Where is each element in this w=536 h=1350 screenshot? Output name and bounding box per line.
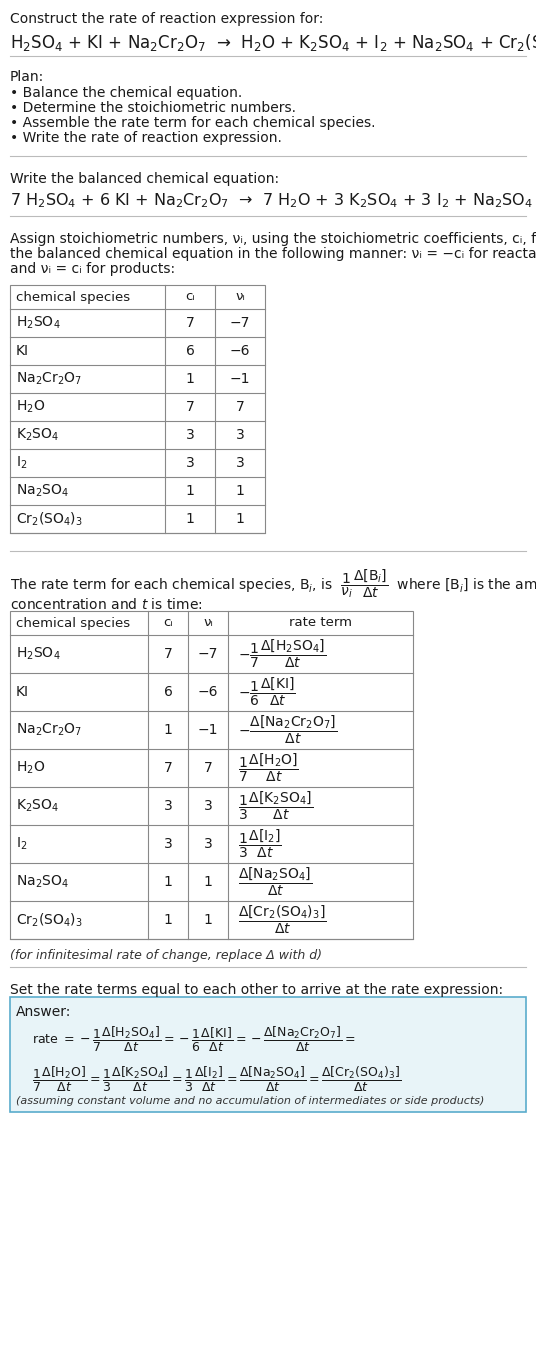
Text: −7: −7 (198, 647, 218, 662)
Text: The rate term for each chemical species, B$_i$, is  $\dfrac{1}{\nu_i}\dfrac{\Del: The rate term for each chemical species,… (10, 567, 536, 599)
Text: $-\dfrac{1}{7}\dfrac{\Delta[\mathrm{H_2SO_4}]}{\Delta t}$: $-\dfrac{1}{7}\dfrac{\Delta[\mathrm{H_2S… (238, 637, 326, 670)
Text: 6: 6 (185, 344, 195, 358)
Text: Assign stoichiometric numbers, νᵢ, using the stoichiometric coefficients, cᵢ, fr: Assign stoichiometric numbers, νᵢ, using… (10, 232, 536, 246)
Text: I$_2$: I$_2$ (16, 455, 27, 471)
Text: 7: 7 (204, 761, 212, 775)
Text: • Assemble the rate term for each chemical species.: • Assemble the rate term for each chemic… (10, 116, 376, 130)
Text: and νᵢ = cᵢ for products:: and νᵢ = cᵢ for products: (10, 262, 175, 275)
Text: Plan:: Plan: (10, 70, 44, 84)
Text: −7: −7 (230, 316, 250, 329)
Text: chemical species: chemical species (16, 617, 130, 629)
Text: $\dfrac{\Delta[\mathrm{Cr_2(SO_4)_3}]}{\Delta t}$: $\dfrac{\Delta[\mathrm{Cr_2(SO_4)_3}]}{\… (238, 904, 326, 936)
Text: 6: 6 (163, 684, 173, 699)
Text: −6: −6 (230, 344, 250, 358)
Text: $-\dfrac{1}{6}\dfrac{\Delta[\mathrm{KI}]}{\Delta t}$: $-\dfrac{1}{6}\dfrac{\Delta[\mathrm{KI}]… (238, 676, 296, 709)
Text: H$_2$SO$_4$: H$_2$SO$_4$ (16, 645, 61, 663)
Text: K$_2$SO$_4$: K$_2$SO$_4$ (16, 798, 59, 814)
Text: νᵢ: νᵢ (203, 617, 213, 629)
Bar (10, 285, 265, 533)
Text: $\dfrac{1}{3}\dfrac{\Delta[\mathrm{K_2SO_4}]}{\Delta t}$: $\dfrac{1}{3}\dfrac{\Delta[\mathrm{K_2SO… (238, 790, 313, 822)
Text: $\dfrac{1}{7}\dfrac{\Delta[\mathrm{H_2O}]}{\Delta t} = \dfrac{1}{3}\dfrac{\Delta: $\dfrac{1}{7}\dfrac{\Delta[\mathrm{H_2O}… (32, 1065, 401, 1094)
Text: • Write the rate of reaction expression.: • Write the rate of reaction expression. (10, 131, 282, 144)
Text: $\dfrac{\Delta[\mathrm{Na_2SO_4}]}{\Delta t}$: $\dfrac{\Delta[\mathrm{Na_2SO_4}]}{\Delt… (238, 865, 312, 898)
Text: Na$_2$Cr$_2$O$_7$: Na$_2$Cr$_2$O$_7$ (16, 371, 82, 387)
Text: Na$_2$SO$_4$: Na$_2$SO$_4$ (16, 483, 69, 499)
Text: Cr$_2$(SO$_4$)$_3$: Cr$_2$(SO$_4$)$_3$ (16, 911, 83, 929)
Text: 1: 1 (185, 512, 195, 526)
Text: 7: 7 (236, 400, 244, 414)
Bar (10, 998, 526, 1112)
Text: KI: KI (16, 684, 29, 699)
Bar (10, 612, 413, 940)
Text: chemical species: chemical species (16, 290, 130, 304)
Text: Write the balanced chemical equation:: Write the balanced chemical equation: (10, 171, 279, 186)
Text: 3: 3 (204, 799, 212, 813)
Text: (assuming constant volume and no accumulation of intermediates or side products): (assuming constant volume and no accumul… (16, 1096, 485, 1106)
Text: H$_2$SO$_4$ + KI + Na$_2$Cr$_2$O$_7$  →  H$_2$O + K$_2$SO$_4$ + I$_2$ + Na$_2$SO: H$_2$SO$_4$ + KI + Na$_2$Cr$_2$O$_7$ → H… (10, 32, 536, 53)
Text: −6: −6 (198, 684, 218, 699)
Text: νᵢ: νᵢ (235, 290, 245, 304)
Text: $\dfrac{1}{7}\dfrac{\Delta[\mathrm{H_2O}]}{\Delta t}$: $\dfrac{1}{7}\dfrac{\Delta[\mathrm{H_2O}… (238, 752, 299, 784)
Text: 7: 7 (185, 316, 195, 329)
Text: concentration and $t$ is time:: concentration and $t$ is time: (10, 597, 203, 612)
Text: 1: 1 (204, 913, 212, 927)
Text: 1: 1 (204, 875, 212, 890)
Text: K$_2$SO$_4$: K$_2$SO$_4$ (16, 427, 59, 443)
Text: 3: 3 (163, 799, 173, 813)
Text: • Balance the chemical equation.: • Balance the chemical equation. (10, 86, 242, 100)
Text: $-\dfrac{\Delta[\mathrm{Na_2Cr_2O_7}]}{\Delta t}$: $-\dfrac{\Delta[\mathrm{Na_2Cr_2O_7}]}{\… (238, 714, 337, 747)
Text: Cr$_2$(SO$_4$)$_3$: Cr$_2$(SO$_4$)$_3$ (16, 510, 83, 528)
Text: −1: −1 (198, 724, 218, 737)
Text: H$_2$SO$_4$: H$_2$SO$_4$ (16, 315, 61, 331)
Text: cᵢ: cᵢ (185, 290, 195, 304)
Text: 3: 3 (236, 428, 244, 441)
Text: 1: 1 (235, 485, 244, 498)
Text: Answer:: Answer: (16, 1004, 71, 1019)
Text: −1: −1 (230, 373, 250, 386)
Text: 1: 1 (185, 373, 195, 386)
Text: Na$_2$SO$_4$: Na$_2$SO$_4$ (16, 873, 69, 890)
Text: 3: 3 (185, 428, 195, 441)
Text: rate term: rate term (289, 617, 352, 629)
Text: 7: 7 (163, 761, 173, 775)
Text: 3: 3 (204, 837, 212, 850)
Text: 7: 7 (163, 647, 173, 662)
Text: 3: 3 (163, 837, 173, 850)
Text: 1: 1 (235, 512, 244, 526)
Text: • Determine the stoichiometric numbers.: • Determine the stoichiometric numbers. (10, 101, 296, 115)
Text: Construct the rate of reaction expression for:: Construct the rate of reaction expressio… (10, 12, 323, 26)
Text: 1: 1 (185, 485, 195, 498)
Text: cᵢ: cᵢ (163, 617, 173, 629)
Text: 3: 3 (185, 456, 195, 470)
Text: Na$_2$Cr$_2$O$_7$: Na$_2$Cr$_2$O$_7$ (16, 722, 82, 738)
Text: 1: 1 (163, 875, 173, 890)
Text: 7: 7 (185, 400, 195, 414)
Text: $\dfrac{1}{3}\dfrac{\Delta[\mathrm{I_2}]}{\Delta t}$: $\dfrac{1}{3}\dfrac{\Delta[\mathrm{I_2}]… (238, 828, 282, 860)
Text: the balanced chemical equation in the following manner: νᵢ = −cᵢ for reactants: the balanced chemical equation in the fo… (10, 247, 536, 261)
Text: 1: 1 (163, 913, 173, 927)
Text: 1: 1 (163, 724, 173, 737)
Text: 7 H$_2$SO$_4$ + 6 KI + Na$_2$Cr$_2$O$_7$  →  7 H$_2$O + 3 K$_2$SO$_4$ + 3 I$_2$ : 7 H$_2$SO$_4$ + 6 KI + Na$_2$Cr$_2$O$_7$… (10, 192, 536, 211)
Text: (for infinitesimal rate of change, replace Δ with d): (for infinitesimal rate of change, repla… (10, 949, 322, 963)
Text: Set the rate terms equal to each other to arrive at the rate expression:: Set the rate terms equal to each other t… (10, 983, 503, 998)
Text: KI: KI (16, 344, 29, 358)
Text: rate $= -\dfrac{1}{7}\dfrac{\Delta[\mathrm{H_2SO_4}]}{\Delta t} = -\dfrac{1}{6}\: rate $= -\dfrac{1}{7}\dfrac{\Delta[\math… (32, 1025, 356, 1054)
Text: I$_2$: I$_2$ (16, 836, 27, 852)
Text: H$_2$O: H$_2$O (16, 760, 45, 776)
Text: 3: 3 (236, 456, 244, 470)
Text: H$_2$O: H$_2$O (16, 398, 45, 416)
